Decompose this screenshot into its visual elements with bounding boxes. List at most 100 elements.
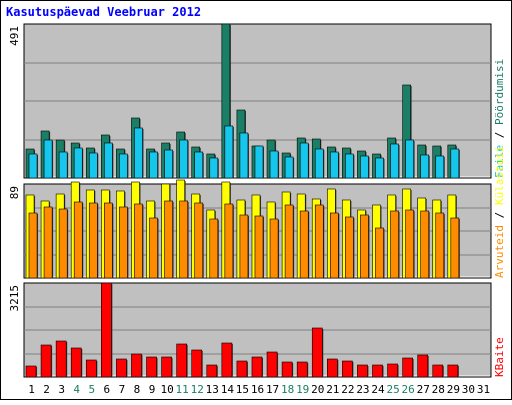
x-tick-label-9: 9 <box>149 383 156 396</box>
bar-middle-arvuteid-23 <box>360 214 369 279</box>
legend-arvuteid: Arvuteid <box>493 225 506 278</box>
panel-top-legend: Faile / Pöördumisi <box>493 59 506 178</box>
bar-top-faile-11 <box>179 139 189 179</box>
x-tick-label-13: 13 <box>206 383 219 396</box>
x-tick-label-14: 14 <box>221 383 235 396</box>
x-tick-label-18: 18 <box>281 383 294 396</box>
bar-bottom-kbaite-26 <box>402 357 413 378</box>
bar-middle-arvuteid-21 <box>329 212 339 279</box>
bar-middle-arvuteid-7 <box>119 206 128 279</box>
bar-middle-arvuteid-8 <box>134 203 143 279</box>
bar-top-faile-14 <box>224 125 234 179</box>
bar-top-faile-28 <box>435 155 445 179</box>
bar-top-faile-21 <box>329 151 339 179</box>
bar-top-faile-6 <box>104 142 113 179</box>
bar-middle-arvuteid-5 <box>88 202 98 279</box>
bar-bottom-kbaite-1 <box>25 365 37 378</box>
bar-middle-arvuteid-27 <box>420 210 430 279</box>
bar-bottom-kbaite-25 <box>387 363 398 378</box>
bar-middle-arvuteid-19 <box>299 210 309 279</box>
bar-middle-arvuteid-12 <box>194 202 204 279</box>
x-tick-label-12: 12 <box>191 383 204 396</box>
bar-middle-arvuteid-13 <box>209 218 219 279</box>
bar-bottom-kbaite-2 <box>40 344 52 378</box>
bar-middle-arvuteid-24 <box>375 227 384 279</box>
bar-bottom-kbaite-19 <box>296 361 308 378</box>
bar-middle-arvuteid-16 <box>254 215 264 279</box>
x-tick-label-16: 16 <box>251 383 264 396</box>
panel-bottom-legend: KBaite <box>493 337 506 377</box>
x-tick-label-5: 5 <box>88 383 95 396</box>
bar-top-faile-2 <box>43 139 53 179</box>
bar-middle-arvuteid-14 <box>224 203 234 279</box>
x-tick-label-24: 24 <box>371 383 385 396</box>
bar-middle-arvuteid-17 <box>269 218 279 279</box>
bar-bottom-kbaite-10 <box>161 356 172 378</box>
legend-kbaite: KBaite <box>493 337 506 377</box>
x-tick-label-25: 25 <box>386 383 399 396</box>
bar-bottom-kbaite-20 <box>311 327 323 378</box>
bar-bottom-kbaite-3 <box>55 340 67 378</box>
legend-pöördumisi: Pöördumisi <box>493 59 506 125</box>
panel-bottom-ymax-label: 3215 <box>8 285 21 312</box>
x-tick-label-27: 27 <box>417 383 430 396</box>
bar-middle-arvuteid-9 <box>149 217 158 279</box>
bar-bottom-kbaite-6 <box>101 282 112 378</box>
bar-bottom-kbaite-11 <box>176 343 188 378</box>
bar-bottom-kbaite-18 <box>281 361 293 378</box>
bar-top-faile-12 <box>194 151 204 179</box>
bar-top-faile-22 <box>345 153 354 179</box>
legend-separator: / <box>493 125 506 145</box>
bar-top-faile-3 <box>58 151 68 179</box>
x-tick-label-26: 26 <box>402 383 415 396</box>
bar-top-faile-10 <box>164 149 173 179</box>
bar-bottom-kbaite-4 <box>70 347 82 378</box>
bar-top-faile-5 <box>88 152 98 179</box>
bar-middle-arvuteid-4 <box>73 201 83 279</box>
bar-middle-arvuteid-1 <box>28 212 38 279</box>
x-tick-label-17: 17 <box>266 383 279 396</box>
bar-top-faile-29 <box>450 148 460 179</box>
x-tick-label-1: 1 <box>28 383 35 396</box>
x-tick-label-23: 23 <box>356 383 369 396</box>
bar-bottom-kbaite-13 <box>206 364 218 378</box>
panel-middle-ymax-label: 89 <box>8 186 21 199</box>
bar-bottom-kbaite-9 <box>146 356 157 378</box>
x-tick-label-3: 3 <box>58 383 65 396</box>
bar-bottom-kbaite-22 <box>342 360 353 378</box>
bar-top-faile-18 <box>284 156 294 179</box>
bar-bottom-kbaite-17 <box>266 351 278 378</box>
bar-middle-arvuteid-20 <box>314 204 324 279</box>
bar-bottom-kbaite-12 <box>191 349 203 378</box>
bar-top-faile-25 <box>390 143 399 179</box>
bar-bottom-kbaite-14 <box>221 342 233 378</box>
bar-top-faile-4 <box>73 147 83 179</box>
legend-faile: Faile <box>493 145 506 178</box>
x-tick-label-22: 22 <box>341 383 354 396</box>
bar-bottom-kbaite-21 <box>326 358 338 378</box>
bar-top-faile-27 <box>420 154 430 179</box>
x-tick-label-11: 11 <box>176 383 189 396</box>
bar-bottom-kbaite-7 <box>116 358 127 378</box>
bar-bottom-kbaite-8 <box>131 353 142 378</box>
bar-top-faile-16 <box>254 145 264 179</box>
bar-middle-arvuteid-3 <box>58 208 68 279</box>
x-tick-label-8: 8 <box>134 383 141 396</box>
chart-title: Kasutuspäevad Veebruar 2012 <box>6 5 201 19</box>
x-tick-label-19: 19 <box>296 383 309 396</box>
legend-külastusi: Külastusi <box>493 146 506 206</box>
bar-top-faile-7 <box>119 153 128 179</box>
bar-top-faile-19 <box>299 142 309 179</box>
bar-top-faile-15 <box>239 132 249 179</box>
x-tick-label-30: 30 <box>462 383 475 396</box>
x-tick-label-29: 29 <box>447 383 460 396</box>
bar-bottom-kbaite-5 <box>85 359 97 378</box>
bar-bottom-kbaite-16 <box>251 356 263 378</box>
x-tick-label-31: 31 <box>477 383 490 396</box>
legend-separator: / <box>493 205 506 225</box>
bar-middle-arvuteid-18 <box>284 204 294 279</box>
x-tick-label-2: 2 <box>43 383 50 396</box>
bar-top-faile-17 <box>269 150 279 179</box>
